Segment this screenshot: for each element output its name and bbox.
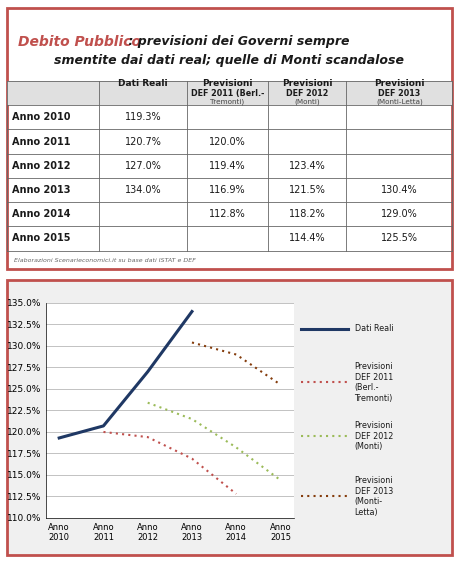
Text: DEF 2011 (Berl.-: DEF 2011 (Berl.- xyxy=(190,88,264,97)
Text: (Monti): (Monti) xyxy=(294,99,320,105)
Text: 112.8%: 112.8% xyxy=(209,209,246,219)
Text: Anno 2013: Anno 2013 xyxy=(12,185,71,195)
Text: 125.5%: 125.5% xyxy=(381,234,418,243)
Text: Previsioni: Previsioni xyxy=(282,79,332,88)
Text: Dati Reali: Dati Reali xyxy=(354,324,393,333)
Text: Elaborazioni Scenarieconomici.it su base dati ISTAT e DEF: Elaborazioni Scenarieconomici.it su base… xyxy=(14,258,196,263)
FancyBboxPatch shape xyxy=(7,81,452,105)
Text: Tremonti): Tremonti) xyxy=(210,99,244,105)
Text: : previsioni dei Governi sempre: : previsioni dei Governi sempre xyxy=(124,35,349,48)
Text: 127.0%: 127.0% xyxy=(124,161,162,171)
Text: DEF 2012: DEF 2012 xyxy=(286,88,328,97)
Text: DEF 2013: DEF 2013 xyxy=(378,88,420,97)
Text: 134.0%: 134.0% xyxy=(124,185,161,195)
Text: 120.7%: 120.7% xyxy=(124,137,162,146)
Text: 119.4%: 119.4% xyxy=(209,161,246,171)
Text: Previsioni: Previsioni xyxy=(202,79,252,88)
Text: 114.4%: 114.4% xyxy=(289,234,325,243)
Text: 118.2%: 118.2% xyxy=(289,209,325,219)
Text: Anno 2012: Anno 2012 xyxy=(12,161,71,171)
Text: 116.9%: 116.9% xyxy=(209,185,246,195)
Text: (Monti-Letta): (Monti-Letta) xyxy=(376,99,423,105)
FancyBboxPatch shape xyxy=(7,8,452,269)
Text: Dati Reali: Dati Reali xyxy=(118,79,168,88)
Text: Anno 2015: Anno 2015 xyxy=(12,234,71,243)
Text: 129.0%: 129.0% xyxy=(381,209,418,219)
Text: 120.0%: 120.0% xyxy=(209,137,246,146)
Text: smentite dai dati real; quelle di Monti scandalose: smentite dai dati real; quelle di Monti … xyxy=(55,54,404,68)
Text: 121.5%: 121.5% xyxy=(289,185,325,195)
Text: Previsioni
DEF 2013
(Monti-
Letta): Previsioni DEF 2013 (Monti- Letta) xyxy=(354,476,393,517)
Text: 119.3%: 119.3% xyxy=(124,113,161,122)
Text: Anno 2014: Anno 2014 xyxy=(12,209,71,219)
Text: Previsioni: Previsioni xyxy=(374,79,425,88)
Text: 130.4%: 130.4% xyxy=(381,185,418,195)
Text: Previsioni
DEF 2012
(Monti): Previsioni DEF 2012 (Monti) xyxy=(354,421,393,451)
Text: Anno 2011: Anno 2011 xyxy=(12,137,71,146)
Text: 123.4%: 123.4% xyxy=(289,161,325,171)
Text: Previsioni
DEF 2011
(Berl.-
Tremonti): Previsioni DEF 2011 (Berl.- Tremonti) xyxy=(354,363,393,403)
Text: Debito Pubblico: Debito Pubblico xyxy=(18,35,141,49)
Text: Anno 2010: Anno 2010 xyxy=(12,113,71,122)
